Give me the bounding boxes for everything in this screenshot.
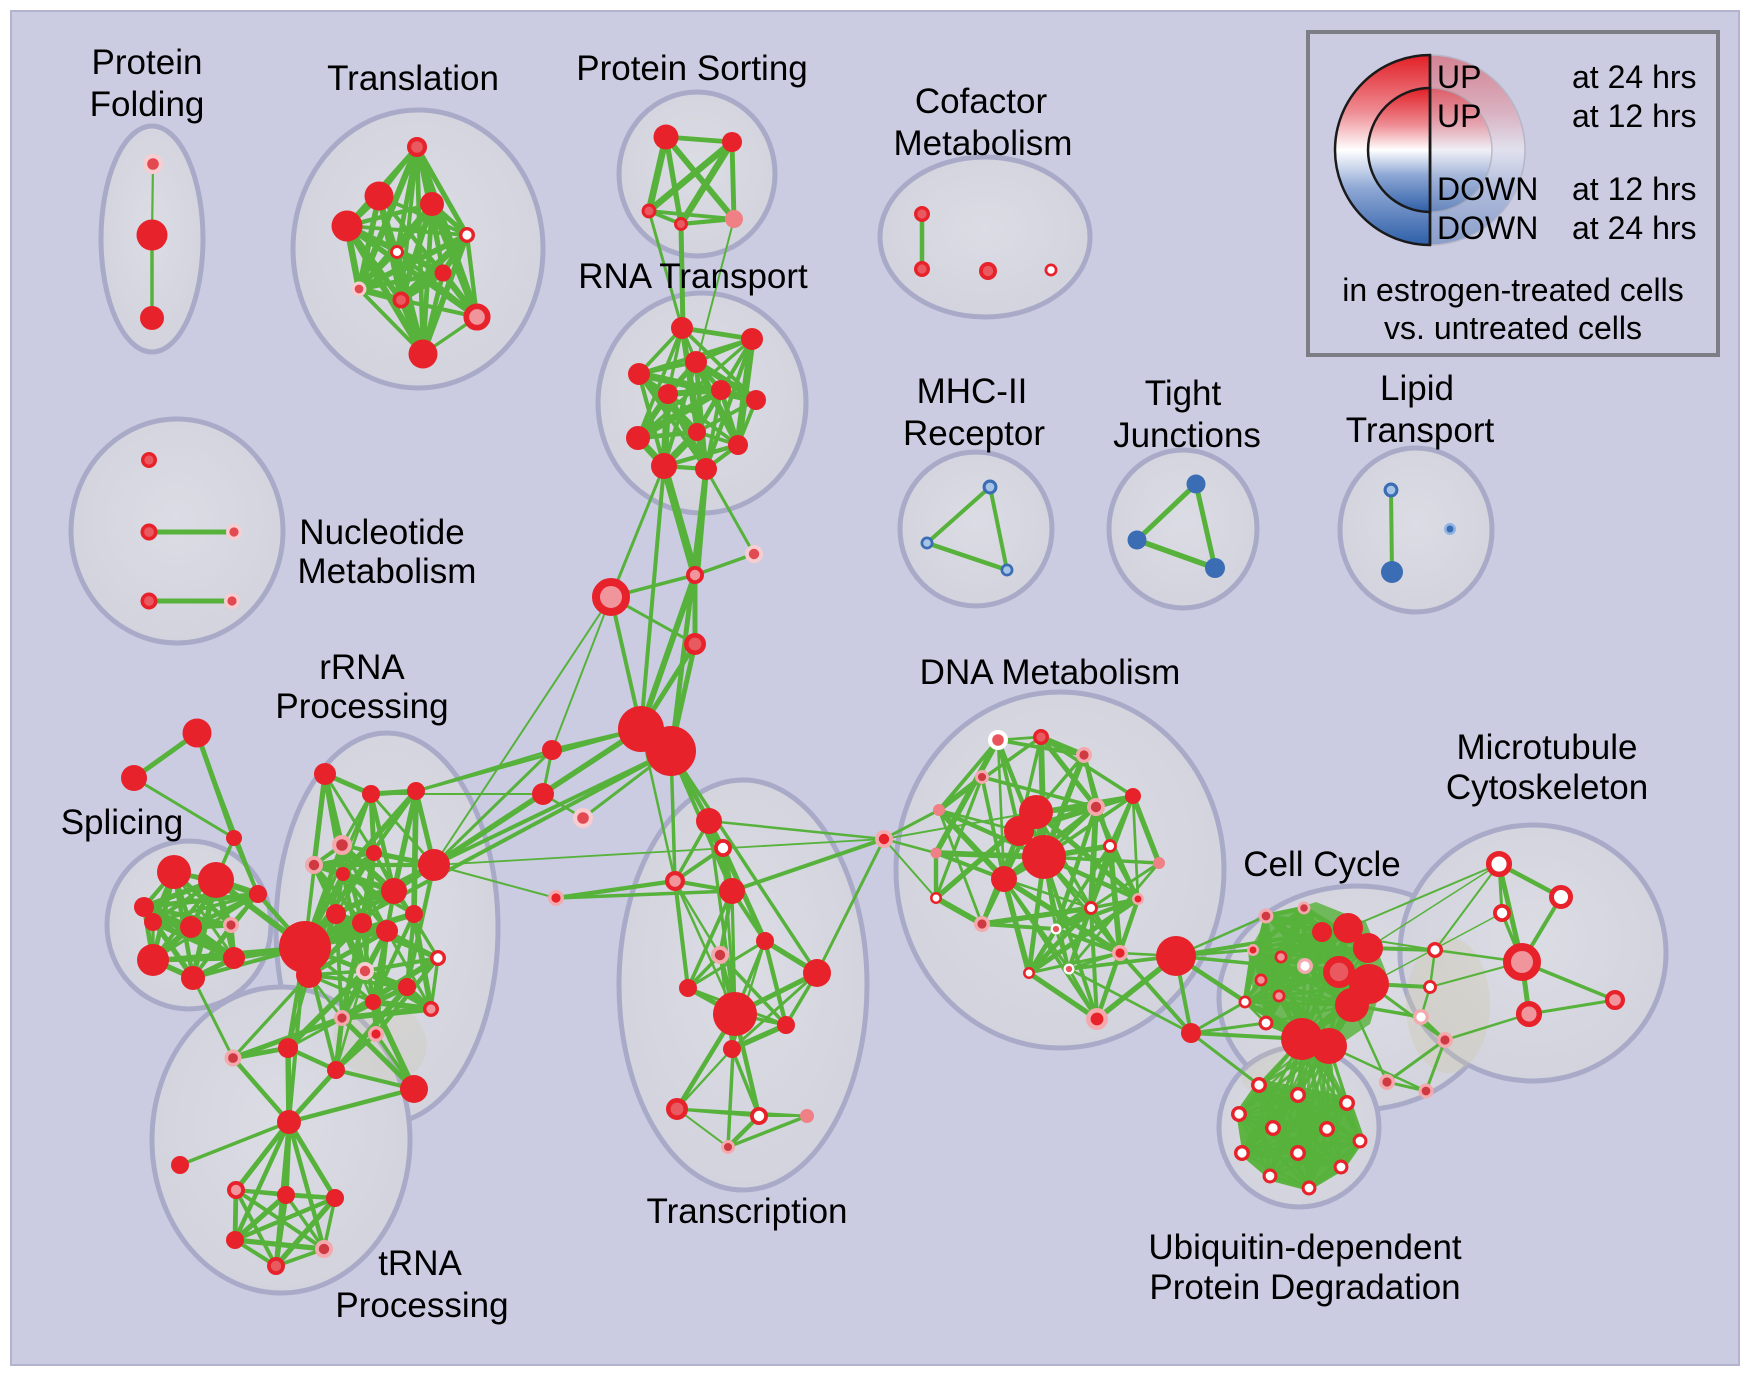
svg-text:DNA Metabolism: DNA Metabolism [920, 653, 1181, 692]
svg-text:Transcription: Transcription [647, 1192, 848, 1231]
svg-text:rRNA: rRNA [319, 648, 405, 687]
svg-text:Microtubule: Microtubule [1457, 728, 1638, 767]
svg-text:Junctions: Junctions [1113, 416, 1261, 455]
svg-text:MHC-II: MHC-II [917, 372, 1028, 411]
svg-text:tRNA: tRNA [378, 1244, 462, 1283]
svg-text:Receptor: Receptor [903, 414, 1045, 453]
svg-text:Tight: Tight [1145, 374, 1222, 413]
svg-text:Translation: Translation [327, 59, 499, 98]
svg-text:Protein Sorting: Protein Sorting [576, 49, 808, 88]
svg-text:Metabolism: Metabolism [298, 552, 477, 591]
svg-text:Splicing: Splicing [61, 803, 184, 842]
svg-text:Lipid: Lipid [1380, 369, 1454, 408]
svg-text:Processing: Processing [275, 687, 448, 726]
svg-text:Protein: Protein [92, 43, 203, 82]
svg-text:in estrogen-treated cells: in estrogen-treated cells [1342, 272, 1684, 308]
svg-text:DOWN: DOWN [1437, 171, 1538, 207]
svg-text:at 12 hrs: at 12 hrs [1572, 98, 1697, 134]
svg-text:at 24 hrs: at 24 hrs [1572, 59, 1697, 95]
svg-text:Processing: Processing [335, 1286, 508, 1325]
svg-text:Cytoskeleton: Cytoskeleton [1446, 768, 1648, 807]
svg-text:Nucleotide: Nucleotide [299, 513, 464, 552]
svg-text:UP: UP [1437, 59, 1481, 95]
svg-text:Protein Degradation: Protein Degradation [1149, 1268, 1460, 1307]
svg-text:Cofactor: Cofactor [915, 82, 1048, 121]
svg-text:Transport: Transport [1346, 411, 1495, 450]
svg-text:vs. untreated cells: vs. untreated cells [1384, 310, 1642, 346]
svg-text:DOWN: DOWN [1437, 210, 1538, 246]
svg-text:UP: UP [1437, 98, 1481, 134]
svg-text:at 12 hrs: at 12 hrs [1572, 171, 1697, 207]
svg-text:at 24 hrs: at 24 hrs [1572, 210, 1697, 246]
svg-text:Cell Cycle: Cell Cycle [1243, 845, 1401, 884]
svg-text:RNA Transport: RNA Transport [578, 257, 808, 296]
svg-text:Ubiquitin-dependent: Ubiquitin-dependent [1148, 1228, 1462, 1267]
svg-text:Metabolism: Metabolism [894, 124, 1073, 163]
svg-text:Folding: Folding [90, 85, 205, 124]
